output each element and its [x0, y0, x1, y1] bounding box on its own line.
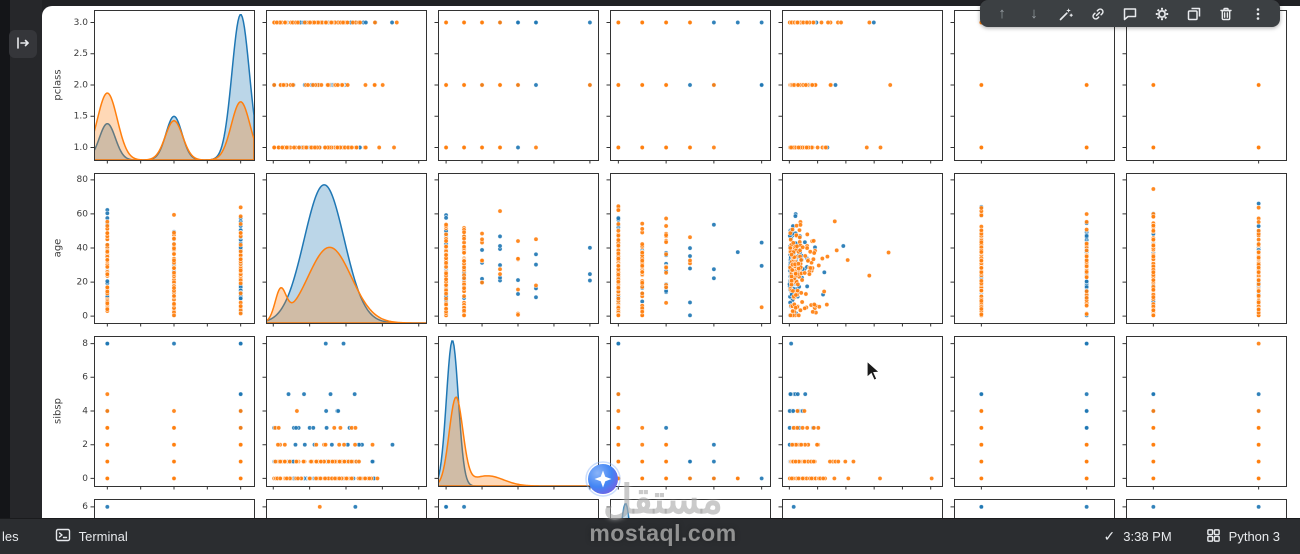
more-vert-icon — [1250, 6, 1266, 22]
move-cell-down-button[interactable]: ↓ — [1022, 2, 1046, 26]
statusbar-right: ✓ 3:38 PM Python 3 — [1104, 528, 1280, 546]
pairplot-canvas — [42, 6, 1300, 518]
statusbar-left: les Terminal — [0, 527, 128, 546]
link-icon — [1090, 6, 1106, 22]
gear-icon — [1154, 6, 1170, 22]
move-cell-up-button[interactable]: ↑ — [990, 2, 1014, 26]
trash-icon — [1218, 6, 1234, 22]
clipped-variables-label: les — [2, 529, 19, 544]
kernel-label: Python 3 — [1228, 529, 1280, 544]
add-comment-button[interactable] — [1118, 2, 1142, 26]
sidebar-panel-toggle-button[interactable] — [9, 30, 37, 58]
gemini-sparkle-button[interactable] — [585, 461, 621, 497]
left-sidebar-rail — [0, 0, 42, 518]
copy-link-button[interactable] — [1086, 2, 1110, 26]
comment-icon — [1122, 6, 1138, 22]
generate-code-button[interactable] — [1054, 2, 1078, 26]
notebook-output-area — [42, 6, 1300, 518]
terminal-icon — [55, 527, 71, 546]
delete-cell-button[interactable] — [1214, 2, 1238, 26]
kernel-selector[interactable]: Python 3 — [1206, 528, 1280, 546]
panel-toggle-icon — [15, 35, 31, 54]
gemini-sparkle-icon — [585, 461, 621, 500]
check-icon: ✓ — [1103, 528, 1116, 544]
more-actions-button[interactable] — [1246, 2, 1270, 26]
status-bar: les Terminal ✓ 3:38 PM — [0, 518, 1300, 554]
saved-time-indicator: ✓ 3:38 PM — [1104, 528, 1172, 545]
cell-settings-button[interactable] — [1150, 2, 1174, 26]
terminal-tab[interactable]: Terminal — [55, 527, 128, 546]
mirror-cell-button[interactable] — [1182, 2, 1206, 26]
mirror-cell-icon — [1186, 6, 1202, 22]
move-cell-up-icon: ↑ — [998, 5, 1006, 22]
magic-wand-icon — [1058, 6, 1074, 22]
cell-toolbar: ↑ ↓ — [980, 0, 1280, 27]
terminal-label: Terminal — [78, 529, 128, 544]
move-cell-down-icon: ↓ — [1030, 5, 1038, 22]
time-label: 3:38 PM — [1123, 529, 1172, 544]
kernel-grid-icon — [1206, 528, 1221, 546]
